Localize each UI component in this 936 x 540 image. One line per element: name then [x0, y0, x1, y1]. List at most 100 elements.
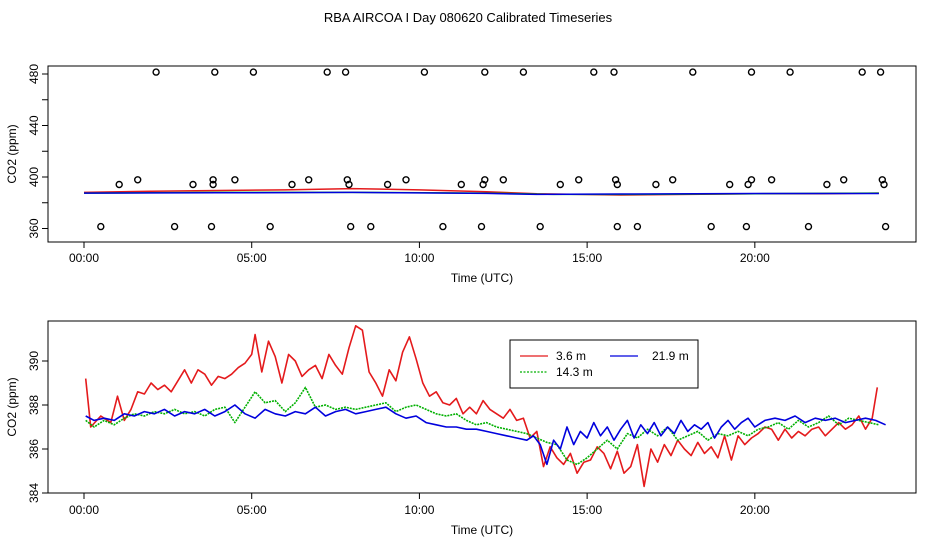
- bottom-series-line: [85, 386, 880, 466]
- top-x-tick-label: 05:00: [237, 251, 267, 265]
- calibration-point: [613, 222, 621, 231]
- bottom-panel: 384 386 388 390 00:00 05:00 10:00 15:00 20:00 T…: [5, 320, 917, 537]
- calibration-point: [881, 222, 890, 231]
- bottom-series-line: [84, 324, 879, 488]
- bottom-series-line: [85, 404, 886, 466]
- calibration-point: [823, 180, 831, 189]
- calibration-point: [402, 176, 410, 184]
- calibration-point: [481, 68, 489, 76]
- top-x-axis: 00:00 05:00 10:00 15:00 20:00: [69, 242, 770, 265]
- bottom-y-tick-label: 388: [27, 395, 41, 415]
- calibration-point: [323, 68, 331, 76]
- legend: 3.6 m 21.9 m 14.3 m: [509, 339, 699, 389]
- calibration-point: [209, 176, 217, 184]
- chart-title: RBA AIRCOA I Day 080620 Calibrated Times…: [324, 10, 613, 25]
- calibration-point: [207, 222, 216, 231]
- calibration-point: [420, 68, 429, 76]
- calibration-point: [305, 176, 313, 184]
- calibration-point: [266, 222, 274, 231]
- calibration-point: [189, 180, 197, 189]
- bottom-y-tick-label: 390: [27, 351, 41, 371]
- calibration-point: [767, 176, 776, 184]
- bottom-y-tick-label: 386: [27, 439, 41, 459]
- calibration-point: [477, 222, 486, 231]
- calibration-point: [347, 222, 355, 231]
- top-y-tick-label: 480: [27, 64, 41, 84]
- calibration-point: [876, 68, 885, 76]
- calibration-point: [457, 180, 465, 189]
- bottom-y-axis: 384 386 388 390: [27, 351, 48, 503]
- top-y-axis: 360 400 440 480: [27, 64, 48, 239]
- calibration-point: [288, 180, 296, 189]
- calibration-point: [804, 222, 813, 231]
- bottom-x-tick-label: 15:00: [572, 503, 602, 517]
- top-x-tick-label: 10:00: [404, 251, 434, 265]
- calibration-point: [341, 68, 350, 76]
- top-y-axis-label: CO2 (ppm): [5, 124, 19, 183]
- bottom-y-axis-label: CO2 (ppm): [5, 377, 19, 436]
- top-x-tick-label: 20:00: [740, 251, 770, 265]
- top-y-tick-label: 400: [27, 167, 41, 187]
- calibration-point: [726, 180, 734, 189]
- calibration-point: [367, 222, 375, 231]
- calibration-point: [133, 176, 142, 184]
- calibration-point: [742, 222, 751, 231]
- calibration-point: [97, 222, 105, 231]
- bottom-series-lines: [84, 324, 886, 488]
- calibration-point: [556, 180, 564, 189]
- calibration-point: [383, 180, 392, 189]
- top-x-tick-label: 00:00: [69, 251, 99, 265]
- calibration-point: [669, 176, 677, 184]
- calibration-point: [707, 222, 715, 231]
- top-series-line: [83, 191, 879, 196]
- legend-label-3-6m: 3.6 m: [556, 349, 586, 363]
- top-x-tick-label: 15:00: [572, 251, 602, 265]
- calibration-point: [786, 68, 794, 76]
- calibration-point: [590, 68, 598, 76]
- calibration-point: [840, 176, 848, 184]
- bottom-x-tick-label: 20:00: [740, 503, 770, 517]
- calibration-point: [170, 222, 179, 231]
- calibration-point: [249, 68, 258, 76]
- calibration-point: [610, 68, 618, 76]
- calibration-point: [343, 176, 351, 184]
- calibration-point: [689, 68, 697, 76]
- calibration-point: [439, 222, 447, 231]
- bottom-plot-frame: [47, 320, 917, 494]
- bottom-x-tick-label: 10:00: [404, 503, 434, 517]
- top-series-lines: [83, 187, 879, 196]
- calibration-point: [536, 222, 544, 231]
- calibration-point: [575, 176, 583, 184]
- calibration-point: [152, 68, 160, 76]
- calibration-point: [231, 176, 239, 184]
- calibration-point: [499, 176, 507, 184]
- top-calibration-points: [97, 68, 890, 231]
- bottom-x-axis-label: Time (UTC): [451, 523, 513, 537]
- calibration-point: [481, 176, 489, 184]
- calibration-point: [744, 180, 752, 189]
- top-plot-frame: [47, 65, 917, 243]
- top-y-tick-label: 440: [27, 115, 41, 135]
- bottom-x-tick-label: 05:00: [237, 503, 267, 517]
- legend-label-21-9m: 21.9 m: [652, 349, 689, 363]
- calibration-point: [611, 176, 620, 184]
- calibration-point: [115, 180, 123, 189]
- calibration-point: [747, 176, 756, 184]
- calibration-point: [878, 176, 886, 184]
- calibration-point: [345, 180, 353, 189]
- calibration-point: [613, 180, 621, 189]
- bottom-x-tick-label: 00:00: [69, 503, 99, 517]
- calibration-point: [211, 68, 219, 76]
- legend-box: [509, 339, 699, 389]
- calibration-point: [209, 180, 217, 189]
- calibration-point: [479, 180, 487, 189]
- bottom-y-tick-label: 384: [27, 483, 41, 503]
- top-x-axis-label: Time (UTC): [451, 271, 513, 285]
- calibration-point: [747, 68, 756, 76]
- calibration-point: [519, 68, 528, 76]
- legend-label-14-3m: 14.3 m: [556, 365, 593, 379]
- top-panel: 360 400 440 480 00:00 05:00 10:00 15:00 20:00 T…: [5, 64, 917, 285]
- calibration-point: [652, 180, 660, 189]
- calibration-point: [633, 222, 642, 231]
